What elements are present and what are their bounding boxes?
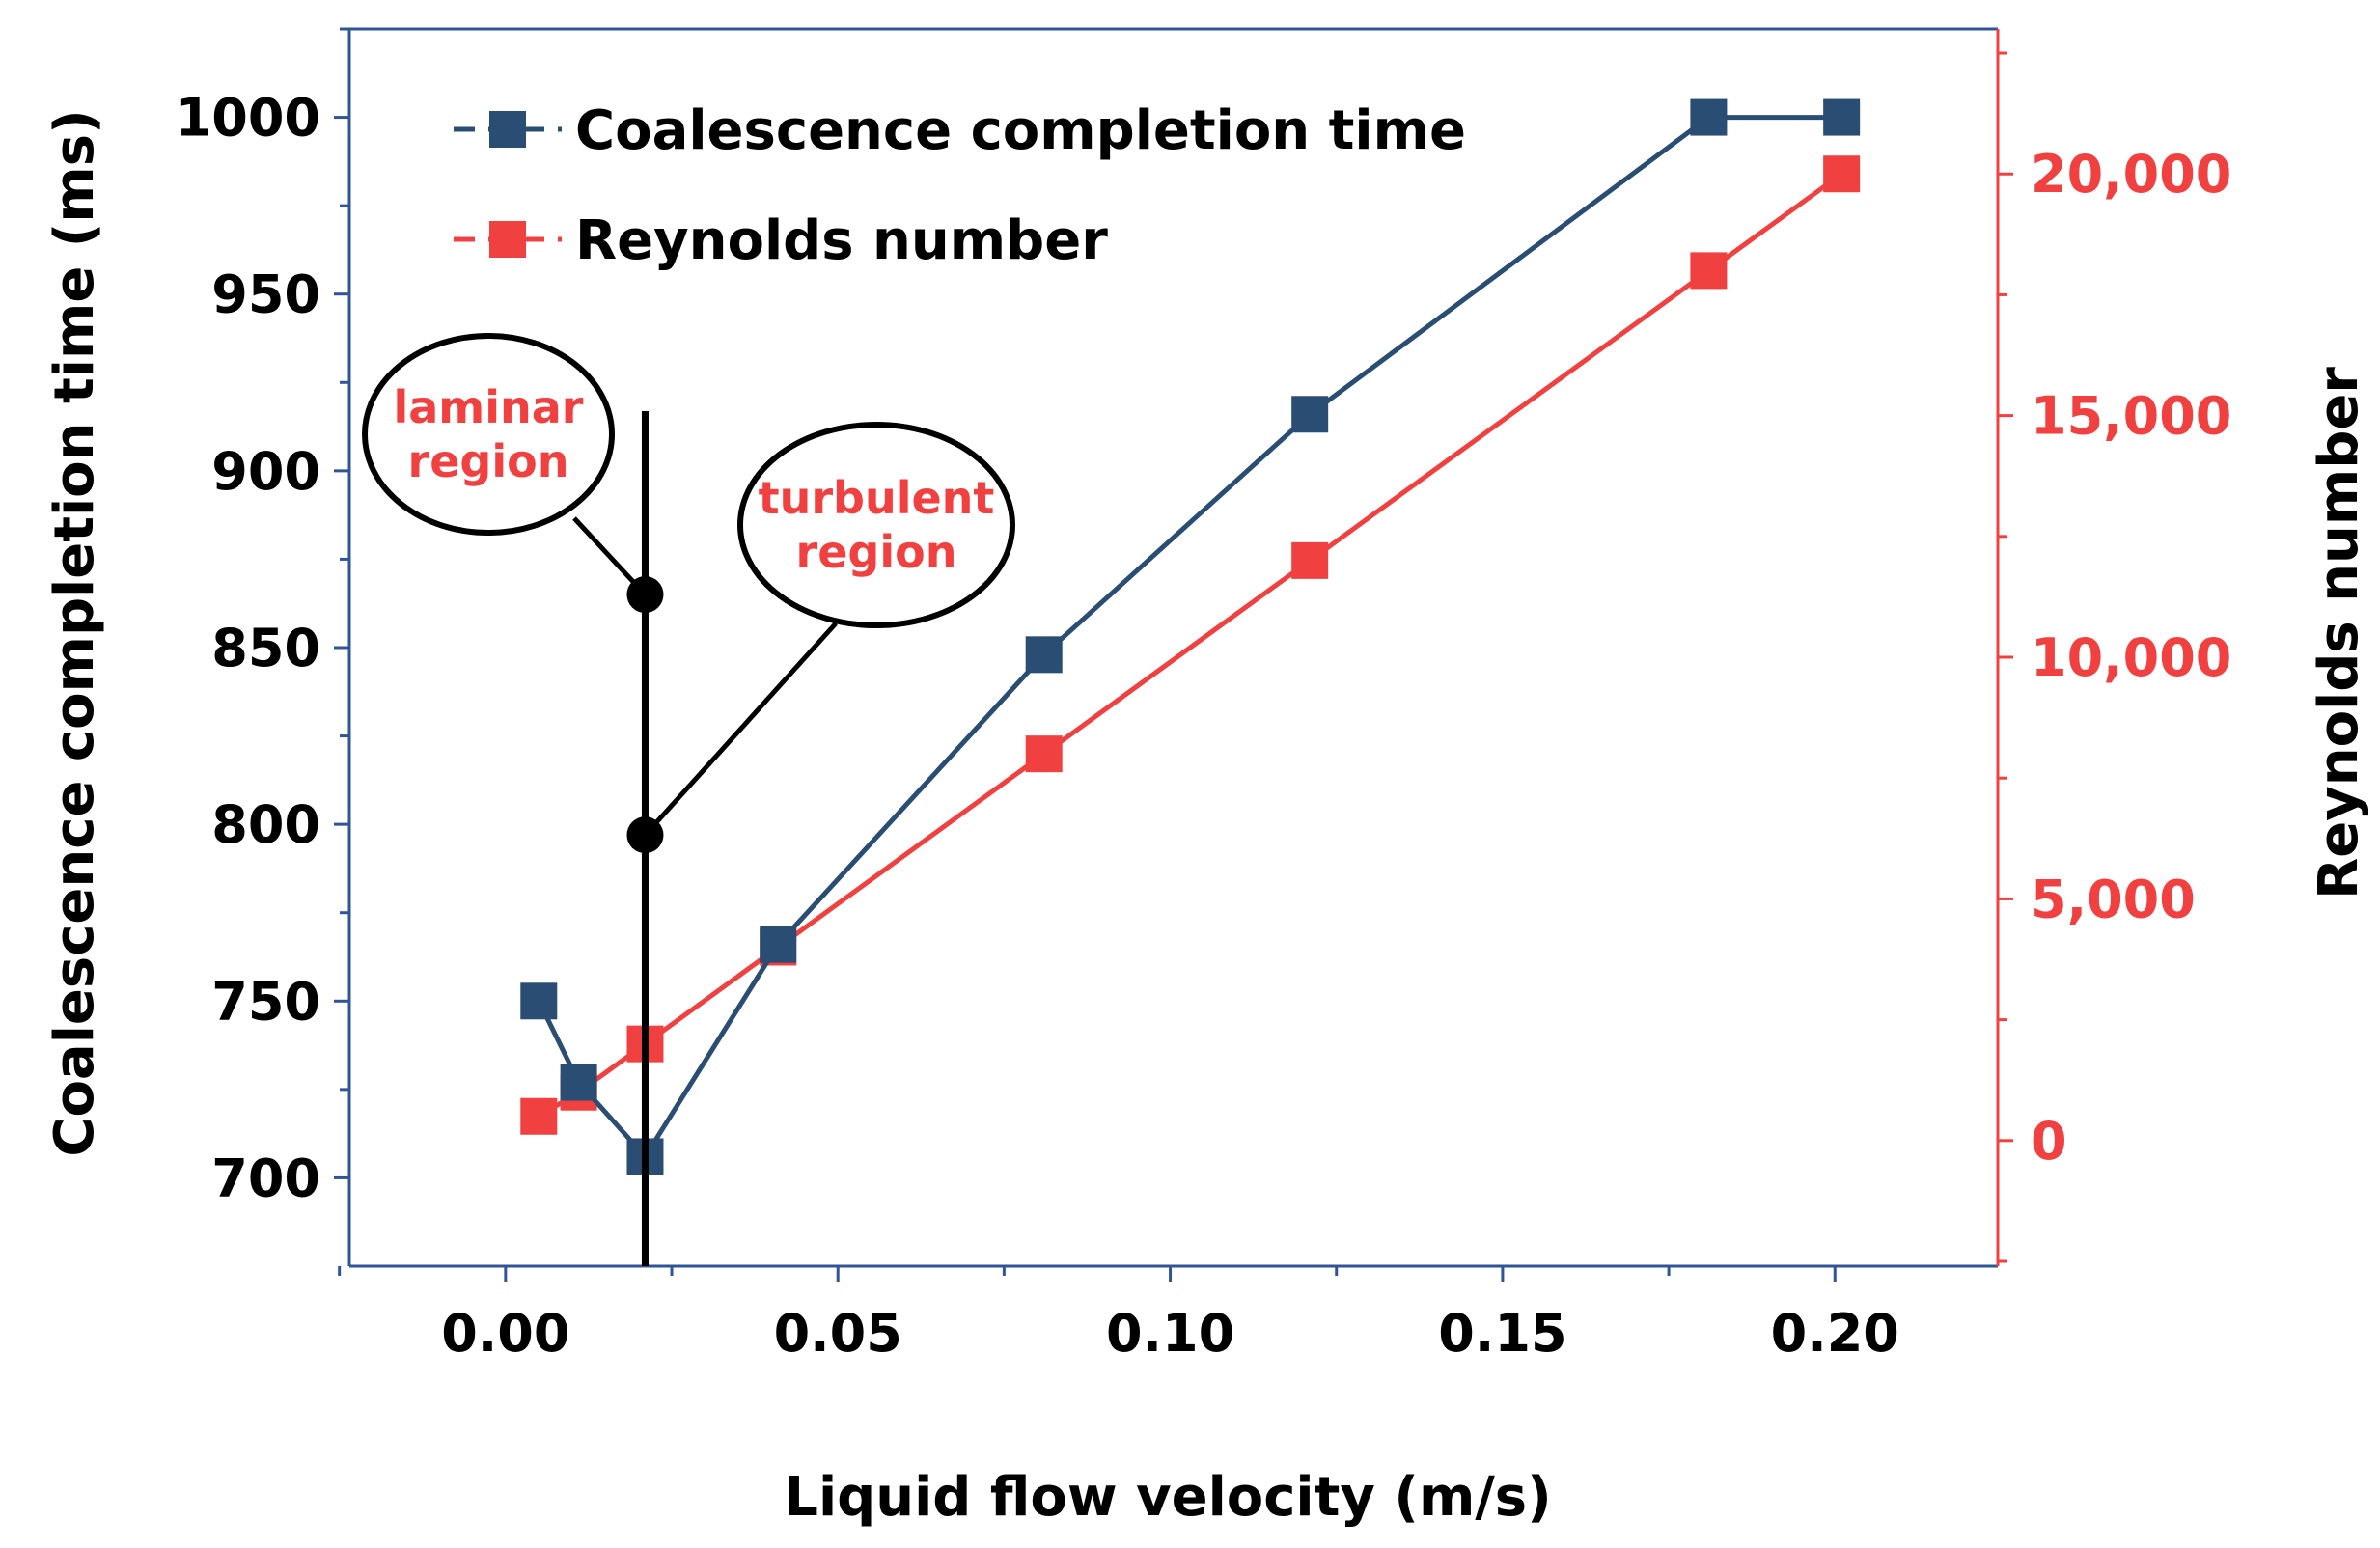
y-left-tick-label: 950 <box>211 264 320 325</box>
legend: Coalescence completion time Reynolds numb… <box>454 99 1466 272</box>
series-layer <box>520 98 1861 1175</box>
x-tick-label: 0.05 <box>774 1303 902 1364</box>
y-left-axis-title: Coalescence completion time (ms) <box>43 109 106 1156</box>
x-tick-label: 0.10 <box>1106 1303 1234 1364</box>
data-point <box>1025 735 1063 773</box>
data-point <box>1690 98 1728 136</box>
annotation-dot <box>626 576 664 614</box>
leader-line <box>643 622 838 837</box>
legend-marker <box>489 221 526 258</box>
data-point <box>1823 98 1861 136</box>
x-tick-label: 0.20 <box>1771 1303 1899 1364</box>
y-left-tick-label: 1000 <box>176 88 320 149</box>
legend-label: Reynolds number <box>575 209 1108 272</box>
annotation-text: turbulent <box>759 472 995 524</box>
legend-marker <box>489 111 526 148</box>
y-left-tick-label: 900 <box>211 441 320 502</box>
data-point <box>1690 252 1728 290</box>
y-right-tick-label: 0 <box>2031 1111 2067 1172</box>
data-point <box>1291 541 1329 579</box>
annotation-dot <box>626 816 664 854</box>
y-left-tick-label: 800 <box>211 794 320 855</box>
data-point <box>520 982 558 1020</box>
series-line <box>537 172 1843 1119</box>
data-point <box>1823 155 1861 193</box>
series-line <box>537 115 1842 1161</box>
y-left-tick-label: 750 <box>211 971 320 1032</box>
data-point <box>760 926 797 963</box>
data-point <box>520 1097 558 1135</box>
y-right-tick-label: 15,000 <box>2031 386 2231 447</box>
y-left-tick-label: 700 <box>211 1147 320 1208</box>
annotation-bubble <box>737 422 1015 628</box>
data-point <box>1291 396 1329 433</box>
y-left-tick-label: 850 <box>211 618 320 678</box>
x-tick-label: 0.15 <box>1438 1303 1566 1364</box>
annotation-text: laminar <box>394 381 584 433</box>
x-tick-label: 0.00 <box>441 1303 569 1364</box>
data-point <box>560 1064 597 1101</box>
y-right-axis-title: Reynolds number <box>2308 367 2370 899</box>
y-right-tick-label: 10,000 <box>2031 627 2231 688</box>
y-right-tick-label: 20,000 <box>2031 144 2231 205</box>
annotation-text: region <box>796 526 957 578</box>
axes: 0.00 0.05 0.10 0.15 0.20 700 750 800 850 900 950 10… <box>176 27 2231 1364</box>
annotation-bubble <box>362 333 615 536</box>
data-point <box>1025 636 1063 674</box>
annotation-text: region <box>408 435 569 487</box>
y-right-tick-label: 5,000 <box>2031 869 2196 929</box>
legend-label: Coalescence completion time <box>575 99 1466 162</box>
x-axis-title: Liquid flow velocity (m/s) <box>784 1466 1551 1529</box>
